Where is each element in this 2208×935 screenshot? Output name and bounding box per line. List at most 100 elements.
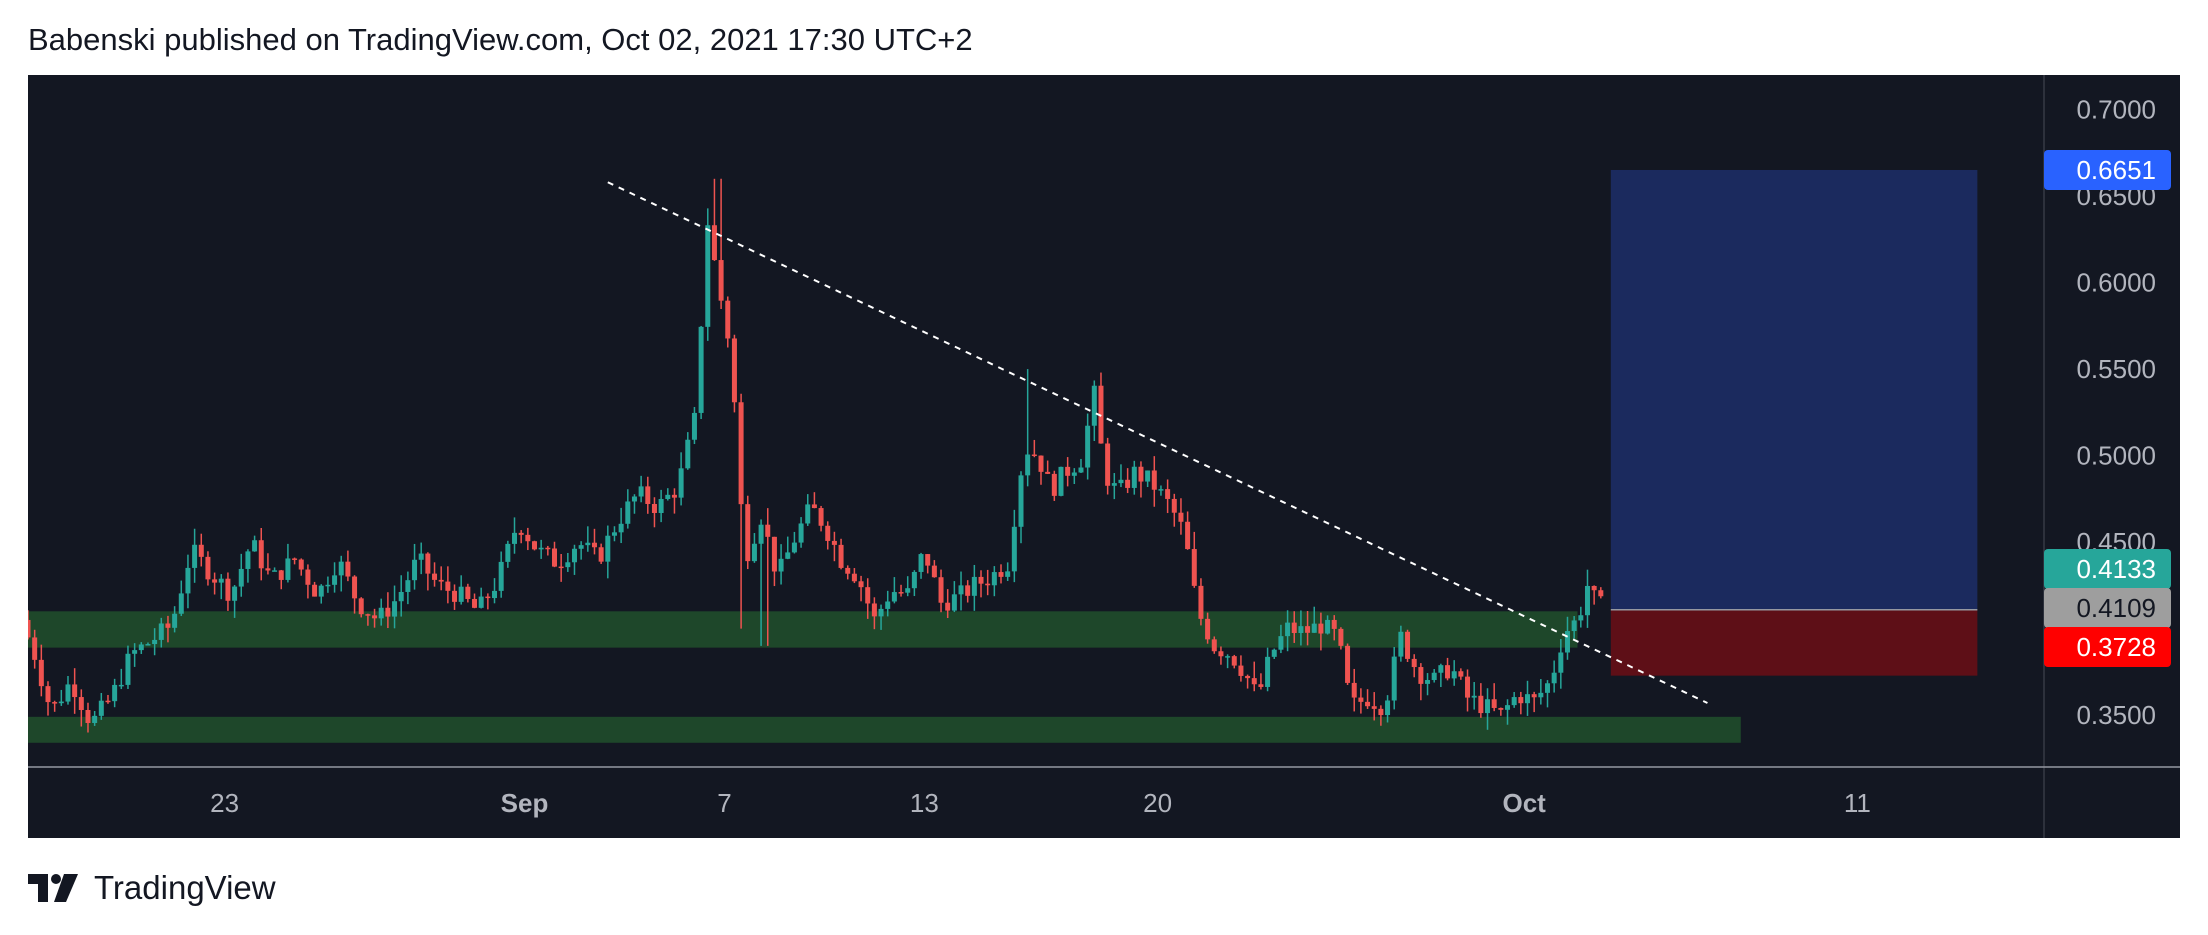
candle-body <box>178 593 184 614</box>
candle <box>891 577 897 604</box>
candle <box>318 584 324 604</box>
candle <box>285 543 291 583</box>
candle <box>631 494 637 514</box>
candle <box>305 564 311 599</box>
candle <box>1151 456 1157 507</box>
candle <box>1338 627 1344 650</box>
candle-body <box>385 607 391 617</box>
candle-body <box>498 561 504 591</box>
candle <box>1398 625 1404 662</box>
candle-body <box>1298 626 1304 633</box>
candle-body <box>518 532 524 535</box>
candle-body <box>1498 707 1504 710</box>
candle <box>165 615 171 643</box>
candle <box>1131 460 1137 495</box>
price-label-box <box>2044 150 2171 190</box>
candle <box>178 580 184 617</box>
candle-body <box>971 576 977 596</box>
candle-body <box>651 503 657 514</box>
candle <box>1511 691 1517 708</box>
candle <box>278 569 284 590</box>
candle <box>1551 660 1557 693</box>
candle-body <box>985 583 991 586</box>
candle-body <box>1518 697 1524 704</box>
candle-body <box>118 684 124 687</box>
candle <box>245 549 251 583</box>
candle-body <box>925 554 931 566</box>
candle <box>512 517 518 554</box>
candle <box>1285 610 1291 652</box>
candle-body <box>1451 671 1457 679</box>
candle <box>1025 369 1031 487</box>
candle-body <box>1578 615 1584 621</box>
tradingview-brand-text: TradingView <box>94 869 276 906</box>
candle-body <box>638 486 644 497</box>
candle <box>1411 654 1417 678</box>
candle <box>225 572 231 611</box>
candle-body <box>478 596 484 608</box>
candle <box>1498 707 1504 716</box>
candle <box>1238 655 1244 682</box>
candle <box>118 668 124 690</box>
price-label-stop: 0.3728 <box>2044 627 2171 667</box>
candle <box>645 476 651 514</box>
candle-body <box>1165 489 1171 499</box>
candle-body <box>52 702 58 704</box>
candle-body <box>531 541 537 550</box>
candle-body <box>1525 694 1531 704</box>
candle <box>1165 479 1171 514</box>
candle <box>1138 461 1144 498</box>
candle-body <box>825 525 831 541</box>
candle <box>925 554 931 574</box>
candle <box>105 694 111 704</box>
candle-body <box>405 580 411 592</box>
candle <box>571 544 577 575</box>
price-tick-label: 0.5000 <box>2076 441 2156 471</box>
candle <box>25 610 31 640</box>
candle-body <box>38 659 44 687</box>
candle-body <box>1345 645 1351 683</box>
candle <box>1391 647 1397 710</box>
candle <box>405 571 411 605</box>
candle <box>458 575 464 605</box>
chart-panel[interactable]: 0.7000 0.6500 0.6000 0.5500 0.5000 0.4500 0.35… <box>25 75 2180 838</box>
candle-body <box>878 608 884 617</box>
candle-body <box>1478 695 1484 714</box>
candle-body <box>1285 622 1291 637</box>
candle <box>1351 668 1357 712</box>
time-tick-label: Oct <box>1503 788 1547 818</box>
price-chart[interactable]: 0.70000.65000.60000.55000.50000.45000.35… <box>25 75 2180 838</box>
candle <box>45 681 51 716</box>
candle <box>1158 485 1164 496</box>
candle-body <box>1051 473 1057 496</box>
candle-body <box>492 590 498 599</box>
candle <box>432 562 438 587</box>
time-tick-label: 13 <box>910 788 939 818</box>
candle <box>238 553 244 597</box>
candle <box>78 689 84 727</box>
candle-body <box>218 578 224 583</box>
time-tick-label: 20 <box>1143 788 1172 818</box>
candle <box>1118 464 1124 488</box>
candle-body <box>158 623 164 640</box>
candle <box>1251 661 1257 692</box>
candle <box>898 584 904 597</box>
candle-body <box>1265 656 1271 687</box>
candle <box>1031 439 1037 458</box>
footer-brand[interactable]: TradingView <box>28 866 276 910</box>
candle-body <box>1358 697 1364 702</box>
price-label-box <box>2044 627 2171 667</box>
candle <box>578 541 584 560</box>
candle-body <box>1245 675 1251 679</box>
candle-body <box>505 543 511 562</box>
long-position-tool <box>1610 169 1978 676</box>
candle-body <box>1598 590 1604 597</box>
candle-body <box>32 637 38 660</box>
candle-body <box>858 581 864 588</box>
candle <box>605 525 611 579</box>
candle-body <box>998 572 1004 577</box>
candle-body <box>398 591 404 602</box>
candle-body <box>1471 695 1477 698</box>
candle-body <box>958 585 964 595</box>
candle <box>731 334 737 413</box>
